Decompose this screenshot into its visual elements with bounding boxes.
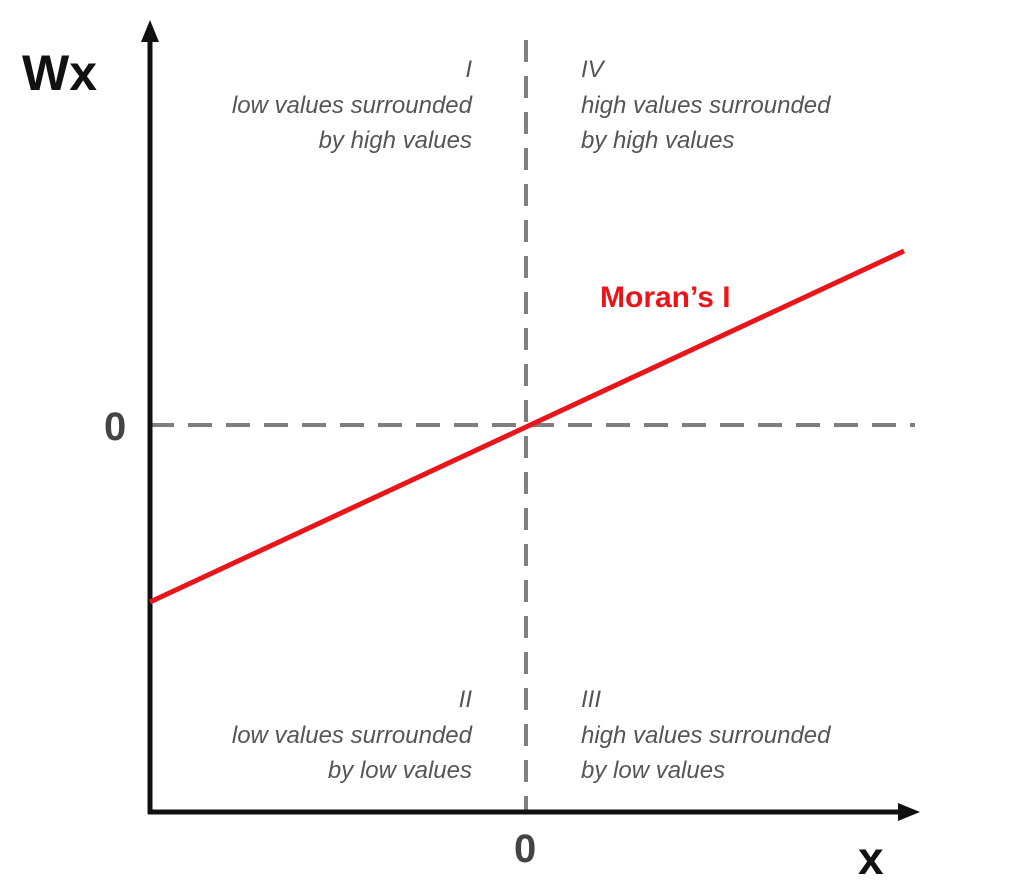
x-zero-label: 0 [514,827,536,871]
quadrant-iii-line1: high values surrounded [581,722,831,749]
x-axis-arrowhead [898,803,920,821]
morans-i-regression-line [148,248,906,605]
quadrant-iv-line1: high values surrounded [581,92,831,119]
quadrant-ii-line2: by low values [328,757,472,784]
quadrant-iii-numeral: III [581,686,601,713]
x-axis-title: x [858,832,884,884]
quadrant-iv-line2: by high values [581,127,734,154]
quadrant-iii-line2: by low values [581,757,725,784]
quadrant-ii-numeral: II [459,686,473,713]
morans-i-label: Moran’s I [600,281,731,314]
quadrant-i-line2: by high values [319,127,472,154]
y-zero-label: 0 [104,405,126,449]
quadrant-iv-numeral: IV [581,56,606,83]
quadrant-i-line1: low values surrounded [232,92,473,119]
quadrant-ii-line1: low values surrounded [232,722,473,749]
y-axis-arrowhead [141,20,159,42]
quadrant-i-numeral: I [465,56,472,83]
y-axis-title: Wx [22,45,97,101]
